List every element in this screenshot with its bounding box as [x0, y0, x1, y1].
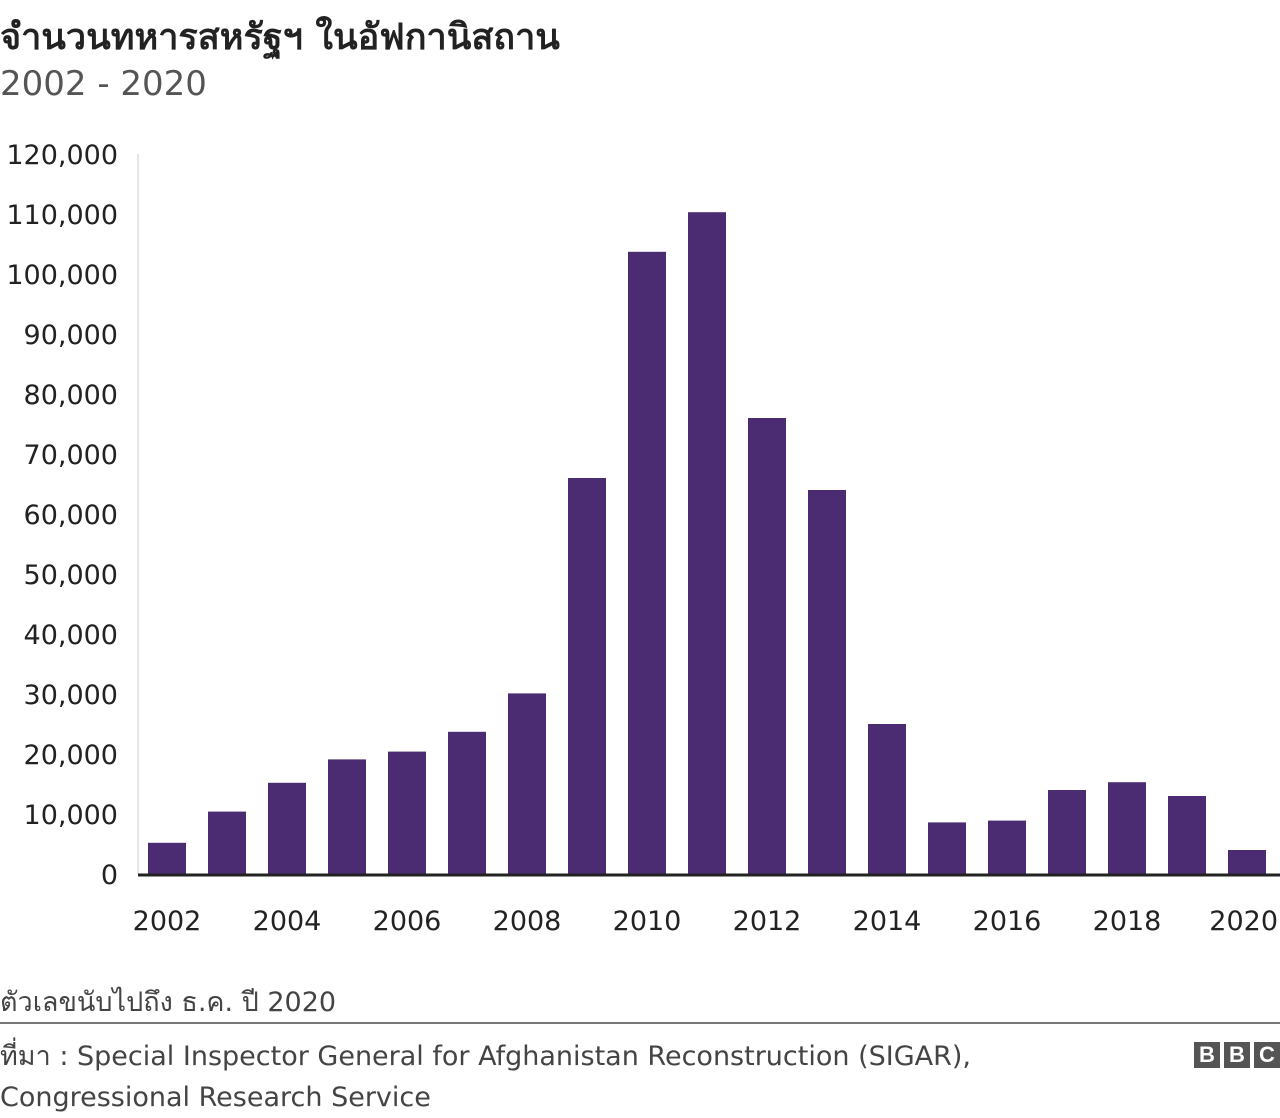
bar-2010 [628, 251, 666, 875]
y-tick-label: 0 [101, 860, 118, 891]
bar-2009 [568, 478, 606, 874]
y-tick-label: 10,000 [24, 800, 118, 831]
source-text: ที่มา : Special Inspector General for Af… [0, 1036, 1100, 1118]
y-tick-label: 120,000 [6, 140, 118, 171]
bar-2007 [448, 731, 486, 874]
y-tick-label: 50,000 [24, 560, 118, 591]
bbc-logo: B B C [1194, 1042, 1280, 1068]
footer-divider [0, 1022, 1280, 1024]
bar-2020 [1228, 850, 1266, 874]
bar-2003 [208, 811, 246, 874]
x-tick-label: 2010 [613, 906, 682, 937]
y-axis-labels: 0 10,000 20,000 30,000 40,000 50,000 60,000 70,… [6, 140, 118, 891]
y-tick-label: 30,000 [24, 680, 118, 711]
x-tick-label: 2008 [493, 906, 562, 937]
bar-2014 [868, 724, 906, 874]
source-line-2: Congressional Research Service [0, 1082, 431, 1113]
y-tick-label: 110,000 [6, 200, 118, 231]
logo-block-3: C [1254, 1042, 1280, 1068]
chart-title: จำนวนทหารสหรัฐฯ ในอัฟกานิสถาน [0, 17, 560, 58]
bar-2005 [328, 759, 366, 874]
x-tick-label: 2012 [733, 906, 802, 937]
logo-block-1: B [1194, 1042, 1220, 1068]
bar-2012 [748, 418, 786, 874]
y-tick-label: 60,000 [24, 500, 118, 531]
y-tick-label: 20,000 [24, 740, 118, 771]
x-tick-label: 2018 [1093, 906, 1162, 937]
x-tick-label: 2004 [253, 906, 322, 937]
x-tick-label: 2014 [853, 906, 922, 937]
bar-2008 [508, 693, 546, 874]
x-tick-label: 2006 [373, 906, 442, 937]
y-tick-label: 40,000 [24, 620, 118, 651]
bar-2004 [268, 782, 306, 874]
footnote: ตัวเลขนับไปถึง ธ.ค. ปี 2020 [0, 987, 337, 1018]
bar-2002 [148, 842, 186, 874]
x-tick-label: 2020 [1209, 906, 1278, 937]
bar-2011 [688, 212, 726, 874]
bar-2013 [808, 490, 846, 874]
bar-2015 [928, 822, 966, 874]
logo-block-2: B [1224, 1042, 1250, 1068]
x-tick-label: 2016 [973, 906, 1042, 937]
bar-2006 [388, 751, 426, 874]
bar-2017 [1048, 790, 1086, 874]
bars [148, 212, 1266, 875]
source-line-1: ที่มา : Special Inspector General for Af… [0, 1041, 971, 1072]
x-tick-label: 2002 [133, 906, 202, 937]
bar-2016 [988, 820, 1026, 874]
bar-2018 [1108, 782, 1146, 874]
bar-2019 [1168, 796, 1206, 874]
y-tick-label: 80,000 [24, 380, 118, 411]
x-axis-labels: 2002 2004 2006 2008 2010 2012 2014 2016 2018 2020 [133, 906, 1278, 937]
y-tick-label: 70,000 [24, 440, 118, 471]
chart-subtitle: 2002 - 2020 [0, 64, 207, 104]
bar-chart: 0 10,000 20,000 30,000 40,000 50,000 60,000 70,… [6, 140, 1280, 937]
y-tick-label: 100,000 [6, 260, 118, 291]
y-tick-label: 90,000 [24, 320, 118, 351]
